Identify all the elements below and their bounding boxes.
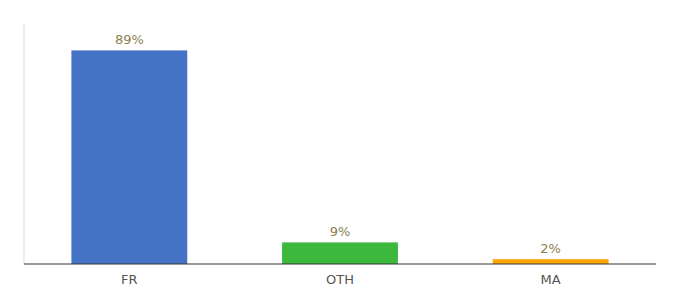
x-tick-label: MA (541, 272, 561, 287)
bars (71, 50, 608, 264)
data-label: 89% (115, 32, 144, 47)
data-label: 2% (540, 241, 561, 256)
bar (71, 50, 187, 264)
x-axis-line (24, 264, 656, 265)
y-axis-line (24, 24, 25, 264)
bar (282, 242, 398, 264)
data-label: 9% (330, 224, 351, 239)
x-tick-label: OTH (326, 272, 354, 287)
x-tick-label: FR (121, 272, 138, 287)
chart-container: 89% 9% 2% FR OTH MA (0, 0, 680, 300)
bar (493, 259, 609, 264)
chart-svg: 89% 9% 2% FR OTH MA (0, 0, 680, 300)
